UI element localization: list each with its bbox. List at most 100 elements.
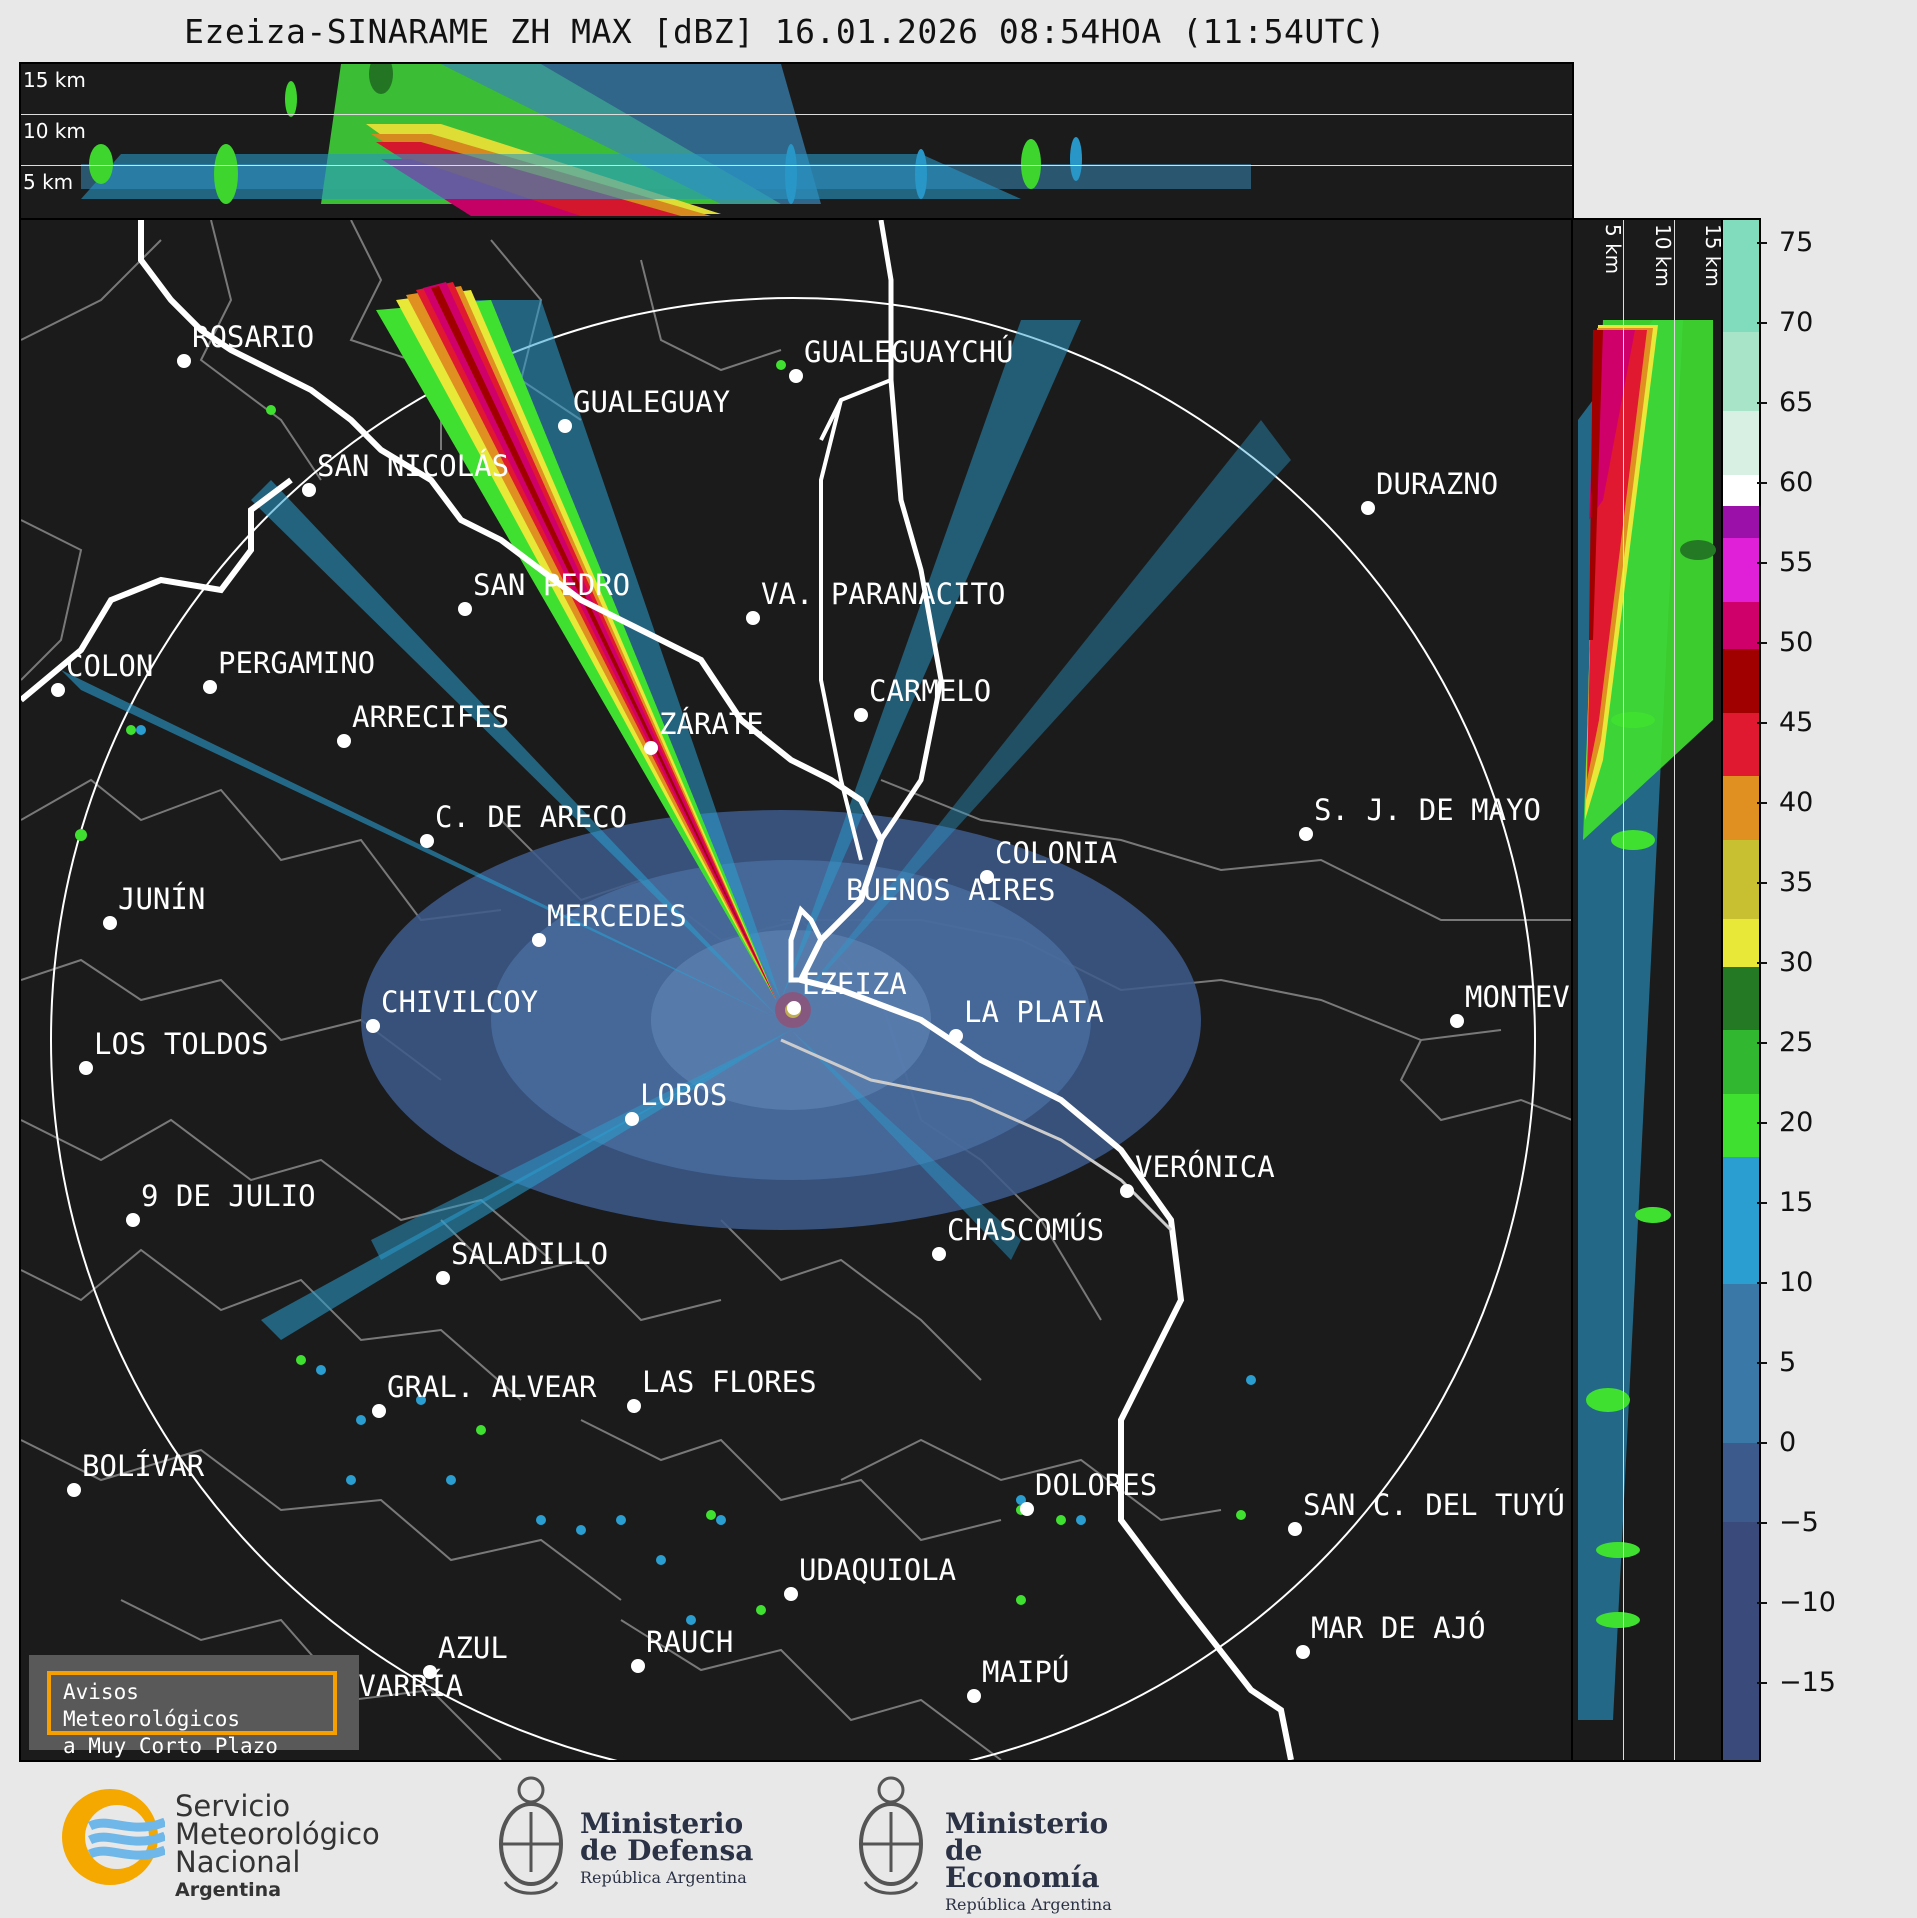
smn-logo-icon [62, 1789, 165, 1885]
radar-echoes [61, 282, 1291, 1625]
dbz-colorbar-ticks: 75 70 65 60 55 50 45 40 35 30 25 20 15 1… [1757, 218, 1897, 1762]
colorbar-tick-label: 25 [1779, 1027, 1814, 1058]
city-dot [1288, 1522, 1302, 1536]
city-dot [103, 916, 117, 930]
colorbar-band [1723, 1029, 1759, 1094]
colorbar-tick-label: 55 [1779, 547, 1814, 578]
city-label: CHIVILCOY [381, 985, 539, 1019]
colorbar-tick-label: 5 [1779, 1347, 1797, 1378]
top-profile-echoes [81, 64, 1251, 216]
city-dot [625, 1112, 639, 1126]
top-height-line-10km [21, 114, 1572, 115]
city-label: JUNÍN [118, 882, 206, 916]
city-dot [627, 1399, 641, 1413]
city-dot [532, 933, 546, 947]
city-dot [177, 354, 191, 368]
city-label: ZÁRATE [659, 707, 764, 741]
city-label: LAS FLORES [642, 1365, 817, 1399]
top-height-label: 15 km [23, 68, 86, 92]
city-label: VERÓNICA [1135, 1150, 1275, 1184]
colorbar-tick-label: 40 [1779, 787, 1814, 818]
city-label: ARRECIFES [352, 700, 510, 734]
city-dot [980, 870, 994, 884]
city-label: ROSARIO [192, 320, 315, 354]
city-dot [126, 1213, 140, 1227]
smn-logo-text: Servicio Meteorológico Nacional Argentin… [175, 1792, 380, 1904]
economia-sub: República Argentina [945, 1895, 1112, 1914]
city-label: COLONIA [995, 836, 1118, 870]
right-height-line-10km [1674, 220, 1675, 1760]
city-dot [203, 680, 217, 694]
colorbar-band [1723, 1156, 1759, 1285]
city-dot [420, 834, 434, 848]
city-dot [79, 1061, 93, 1075]
city-label: S. J. DE MAYO [1314, 793, 1541, 827]
city-label: C. DE ARECO [435, 800, 628, 834]
city-dot [932, 1247, 946, 1261]
smn-line1: Servicio [175, 1789, 291, 1823]
top-height-label: 5 km [23, 170, 74, 194]
colorbar-tick-label: 30 [1779, 947, 1814, 978]
city-dot [789, 369, 803, 383]
smn-sub: Argentina [175, 1879, 282, 1901]
defensa-logo[interactable]: Ministerio de Defensa República Argentin… [495, 1772, 755, 1902]
city-label: EZEIZA [802, 967, 907, 1001]
city-label: BOLÍVAR [82, 1449, 205, 1483]
colorbar-tick-label: 0 [1779, 1427, 1797, 1458]
economia-line2: de Economía [945, 1834, 1100, 1894]
city-label: MONTEVIDEO [1465, 980, 1572, 1014]
range-ring [50, 297, 1536, 1760]
smn-logo[interactable]: Servicio Meteorológico Nacional Argentin… [55, 1782, 395, 1901]
defensa-line1: Ministerio [580, 1807, 744, 1840]
colorbar-band [1723, 712, 1759, 777]
right-height-profile: 5 km 10 km 15 km [1571, 218, 1723, 1762]
city-dot [51, 683, 65, 697]
city-label: CARMELO [869, 674, 992, 708]
right-profile-echoes [1578, 320, 1716, 1720]
city-label: GUALEGUAYCHÚ [804, 335, 1014, 369]
city-label: UDAQUIOLA [799, 1553, 957, 1587]
top-height-label: 10 km [23, 119, 86, 143]
colorbar-tick-label: 35 [1779, 867, 1814, 898]
city-label: GRAL. ALVEAR [387, 1370, 597, 1404]
coat-of-arms-icon [859, 1776, 923, 1895]
city-label: 9 DE JULIO [141, 1179, 316, 1213]
avisos-link[interactable]: Avisos Meteorológicos a Muy Corto Plazo [29, 1655, 359, 1758]
radar-title: Ezeiza-SINARAME ZH MAX [dBZ] 16.01.2026 … [184, 12, 1386, 51]
colorbar-band [1723, 1093, 1759, 1158]
smn-line2: Meteorológico [175, 1817, 380, 1851]
dbz-colorbar [1721, 218, 1761, 1762]
city-dot [644, 741, 658, 755]
colorbar-band [1723, 410, 1759, 475]
city-label: DOLORES [1035, 1468, 1158, 1502]
colorbar-band [1723, 775, 1759, 840]
city-label: PERGAMINO [218, 646, 376, 680]
economia-line1: Ministerio [945, 1807, 1109, 1840]
city-dot [967, 1689, 981, 1703]
city-label: SAN PEDRO [473, 568, 631, 602]
smn-line3: Nacional [175, 1845, 301, 1879]
radar-map[interactable]: ROSARIO GUALEGUAYCHÚ GUALEGUAY SAN NICOL… [19, 218, 1574, 1762]
city-label: MAR DE AJÓ [1311, 1611, 1486, 1645]
avisos-button[interactable]: Avisos Meteorológicos a Muy Corto Plazo [47, 1671, 337, 1758]
city-dot [436, 1271, 450, 1285]
city-dot [337, 734, 351, 748]
city-dot [558, 419, 572, 433]
colorbar-tick-label: 50 [1779, 627, 1814, 658]
top-height-line-5km [21, 165, 1572, 166]
defensa-line2: de Defensa [580, 1834, 754, 1867]
colorbar-band [1723, 474, 1759, 507]
city-dot [854, 708, 868, 722]
colorbar-band [1723, 601, 1759, 650]
radar-map-canvas [21, 220, 1572, 1760]
economia-logo[interactable]: Ministerio de Economía República Argenti… [855, 1772, 1135, 1914]
colorbar-tick-label: −5 [1779, 1507, 1819, 1538]
city-label: COLON [66, 649, 154, 683]
city-dot [458, 602, 472, 616]
colorbar-tick-label: −10 [1779, 1587, 1836, 1618]
city-label: LA PLATA [964, 995, 1104, 1029]
colorbar-band [1723, 1442, 1759, 1523]
colorbar-band [1723, 331, 1759, 411]
city-dot [1020, 1502, 1034, 1516]
top-height-profile: 15 km 10 km 5 km [19, 62, 1574, 221]
